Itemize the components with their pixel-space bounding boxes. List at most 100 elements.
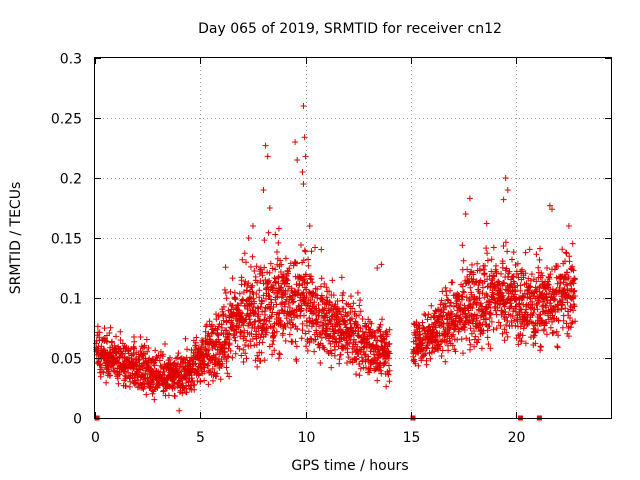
data-point <box>509 274 516 280</box>
data-point <box>286 265 293 272</box>
x-tick-label: 20 <box>508 430 526 446</box>
data-point <box>473 278 480 285</box>
data-point <box>475 336 482 343</box>
data-point <box>555 332 562 339</box>
data-point <box>266 277 273 284</box>
data-point <box>551 296 558 303</box>
data-point <box>180 356 187 362</box>
data-point <box>564 269 571 276</box>
data-point <box>569 240 576 247</box>
data-point <box>107 324 114 331</box>
data-point <box>115 359 121 366</box>
data-point <box>130 350 137 357</box>
data-point <box>213 351 219 358</box>
data-point <box>483 245 490 252</box>
data-point <box>370 328 376 335</box>
data-point <box>467 301 474 308</box>
data-point <box>460 257 467 264</box>
data-point <box>244 282 251 289</box>
y-tick-label: 0 <box>73 412 82 428</box>
data-point <box>282 255 289 262</box>
data-point <box>255 318 262 325</box>
data-point <box>307 335 314 342</box>
data-point <box>107 372 114 379</box>
data-point <box>221 348 228 355</box>
data-point <box>285 270 292 277</box>
data-point <box>287 304 293 311</box>
data-point <box>378 261 385 268</box>
data-point <box>207 368 214 375</box>
data-point <box>237 329 244 335</box>
data-point <box>444 296 451 303</box>
data-point <box>487 345 494 352</box>
data-point <box>377 367 384 374</box>
data-point <box>571 287 578 294</box>
data-point <box>538 291 545 298</box>
data-point <box>550 329 557 336</box>
data-point <box>298 242 304 248</box>
data-point <box>245 280 252 287</box>
data-point <box>501 337 508 344</box>
data-point <box>321 305 328 312</box>
data-point <box>214 331 221 338</box>
data-point <box>292 139 299 145</box>
data-point <box>495 319 502 326</box>
data-point <box>470 316 477 323</box>
data-point <box>359 357 366 364</box>
data-point <box>502 286 509 293</box>
data-point <box>510 249 517 256</box>
data-point <box>447 287 453 294</box>
y-tick-label: 0.25 <box>51 112 82 128</box>
data-point <box>472 333 479 340</box>
data-point <box>504 248 511 255</box>
data-point <box>481 270 488 277</box>
data-point <box>279 330 286 337</box>
data-point <box>262 142 269 149</box>
data-point <box>299 169 306 175</box>
data-point <box>415 322 422 329</box>
axis-ticks <box>95 58 611 419</box>
data-point <box>489 277 495 284</box>
data-point <box>498 270 504 277</box>
data-point <box>517 306 524 313</box>
data-point <box>214 370 221 377</box>
data-point <box>257 358 264 364</box>
data-point <box>259 308 266 315</box>
data-point <box>203 321 210 328</box>
data-point <box>249 282 256 289</box>
data-point <box>348 293 354 300</box>
data-point <box>131 345 138 352</box>
data-point <box>385 371 392 378</box>
data-point <box>275 225 282 232</box>
data-point <box>267 260 274 267</box>
data-point <box>337 351 344 358</box>
data-point <box>502 239 509 246</box>
data-point <box>339 297 346 304</box>
data-point <box>342 321 349 328</box>
x-tick-label: 10 <box>298 430 316 446</box>
y-tick-label: 0.15 <box>51 232 82 248</box>
data-point <box>257 334 264 341</box>
data-point <box>367 348 374 355</box>
data-point <box>239 310 246 317</box>
data-point <box>499 330 506 337</box>
data-point <box>255 311 262 318</box>
data-point <box>270 337 277 344</box>
data-point <box>307 300 314 306</box>
data-point <box>500 243 507 249</box>
data-point <box>363 364 369 371</box>
data-point <box>382 359 389 366</box>
data-point <box>275 239 282 246</box>
data-point <box>259 272 266 279</box>
data-point <box>240 297 246 303</box>
data-point <box>534 306 541 313</box>
data-point <box>486 310 493 317</box>
data-point <box>526 318 533 325</box>
data-point <box>502 175 509 181</box>
data-point <box>517 323 524 330</box>
data-point <box>510 273 517 280</box>
data-point <box>517 282 524 289</box>
data-point <box>103 379 110 386</box>
data-point <box>360 348 367 355</box>
data-point <box>490 244 497 251</box>
